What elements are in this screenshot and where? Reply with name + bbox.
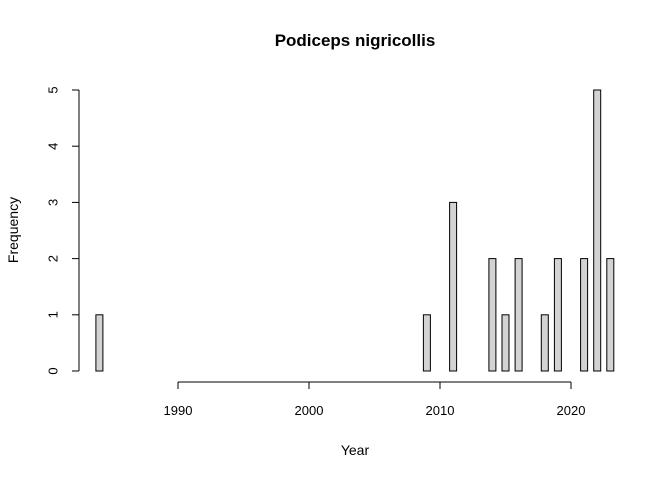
x-tick-label: 2010 [426, 403, 455, 418]
y-tick-label: 1 [45, 311, 60, 318]
y-tick-label: 4 [45, 143, 60, 150]
bar-1984 [95, 314, 104, 372]
y-tick-label: 3 [45, 199, 60, 206]
bar-2022 [593, 89, 602, 372]
y-tick-label: 5 [45, 86, 60, 93]
x-tick-label: 2020 [557, 403, 586, 418]
x-axis: 1990 2000 2010 2020 [164, 381, 586, 418]
bar-2014 [488, 258, 497, 372]
chart-title: Podiceps nigricollis [275, 31, 436, 50]
bar-2009 [422, 314, 431, 372]
x-tick-label: 2000 [295, 403, 324, 418]
bar-2023 [606, 258, 615, 372]
bar-2015 [501, 314, 510, 372]
bar-2011 [449, 201, 458, 372]
y-axis-label: Frequency [5, 197, 21, 263]
y-tick-label: 0 [45, 367, 60, 374]
bar-2018 [540, 314, 549, 372]
y-tick-label: 2 [45, 255, 60, 262]
bar-2019 [553, 258, 562, 372]
bar-2021 [580, 258, 589, 372]
x-tick-label: 1990 [164, 403, 193, 418]
y-axis: 0 1 2 3 4 5 [45, 86, 80, 375]
bars-group [95, 89, 615, 372]
bar-2016 [514, 258, 523, 372]
x-axis-label: Year [341, 442, 370, 458]
